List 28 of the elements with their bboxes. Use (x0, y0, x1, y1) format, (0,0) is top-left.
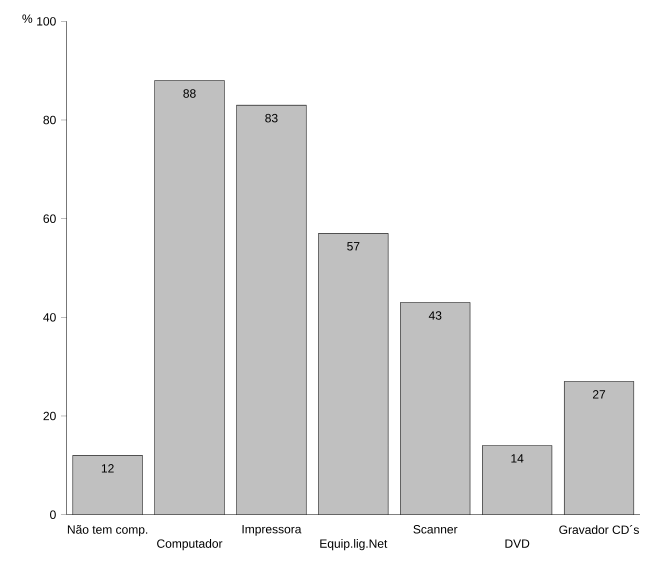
y-tick-label: 0 (50, 510, 56, 519)
bar (154, 80, 224, 515)
data-label: 12 (102, 464, 114, 473)
x-tick-label: DVD (505, 539, 530, 548)
x-tick-label: Impressora (242, 525, 302, 536)
bar (400, 302, 470, 515)
data-label: 83 (265, 114, 278, 122)
y-tick-label: 100 (37, 17, 56, 26)
data-label: 27 (592, 390, 606, 399)
data-label: 43 (428, 311, 442, 320)
x-tick-label: Scanner (413, 525, 458, 534)
x-tick-label: Computador (157, 539, 222, 550)
y-tick-label: 40 (43, 313, 56, 322)
bar (482, 446, 552, 515)
bar (72, 455, 142, 515)
data-label: 88 (183, 89, 196, 98)
bar (318, 233, 388, 515)
y-tick-label: 80 (43, 116, 56, 124)
data-label: 14 (511, 454, 524, 463)
y-axis-title: % (22, 14, 32, 23)
x-tick-label: Não tem comp. (68, 525, 148, 536)
bar (236, 105, 306, 515)
x-tick-label: Gravador CD´s (559, 525, 639, 534)
data-label: 57 (347, 242, 360, 251)
bar (564, 381, 634, 515)
y-tick-label: 60 (44, 214, 56, 223)
y-tick-label: 20 (44, 412, 56, 420)
x-tick-label: Equip.lig.Net (320, 539, 388, 550)
